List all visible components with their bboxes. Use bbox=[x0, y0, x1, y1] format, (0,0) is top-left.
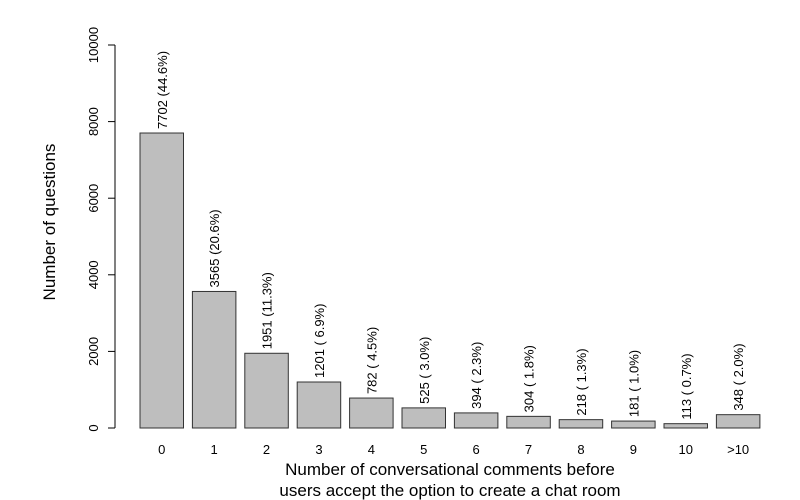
data-label: 348 ( 2.0%) bbox=[731, 343, 746, 410]
bar bbox=[296, 381, 342, 429]
data-label: 782 ( 4.5%) bbox=[364, 327, 379, 394]
data-label: 113 ( 0.7%) bbox=[679, 353, 694, 419]
x-tick-label: 1 bbox=[211, 442, 218, 457]
data-label: 1951 (11.3%) bbox=[260, 272, 275, 349]
data-label: 7702 (44.6%) bbox=[155, 51, 170, 129]
x-tick-label: 9 bbox=[630, 442, 637, 457]
x-tick-label: 8 bbox=[577, 442, 584, 457]
y-tick-label: 2000 bbox=[86, 337, 101, 366]
bar bbox=[139, 132, 184, 429]
data-label: 181 ( 1.0%) bbox=[626, 350, 641, 417]
y-tick-label: 8000 bbox=[86, 107, 101, 136]
x-axis-title-line-1: Number of conversational comments before bbox=[285, 460, 615, 479]
bar bbox=[715, 414, 761, 429]
x-tick-label: 7 bbox=[525, 442, 532, 457]
bar bbox=[349, 397, 394, 429]
x-tick-label: 0 bbox=[158, 442, 165, 457]
x-axis-title-line-2: users accept the option to create a chat… bbox=[279, 481, 620, 500]
bar bbox=[401, 407, 446, 429]
data-label: 1201 ( 6.9%) bbox=[312, 304, 327, 378]
x-tick-labels: 0 1 2 3 4 5 6 7 8 9 10 >10 bbox=[158, 442, 749, 457]
data-label: 3565 (20.6%) bbox=[207, 209, 222, 287]
bar bbox=[506, 415, 551, 429]
y-tick-label: 6000 bbox=[86, 184, 101, 213]
bar bbox=[453, 412, 499, 429]
y-tick-label: 4000 bbox=[86, 260, 101, 289]
y-axis: 0 2000 4000 6000 8000 10000 bbox=[86, 27, 116, 432]
bar bbox=[611, 420, 656, 429]
bar bbox=[244, 352, 289, 429]
bar bbox=[663, 423, 708, 429]
y-tick-label: 10000 bbox=[86, 27, 101, 63]
x-tick-label: >10 bbox=[727, 442, 749, 457]
x-tick-label: 5 bbox=[420, 442, 427, 457]
x-tick-label: 6 bbox=[473, 442, 480, 457]
bar bbox=[558, 419, 604, 429]
data-label: 394 ( 2.3%) bbox=[469, 342, 484, 409]
y-tick-label: 0 bbox=[86, 424, 101, 431]
data-labels: 7702 (44.6%) 3565 (20.6%) 1951 (11.3%) 1201… bbox=[155, 51, 746, 420]
data-label: 525 ( 3.0%) bbox=[417, 337, 432, 404]
data-label: 218 ( 1.3%) bbox=[574, 348, 589, 415]
bars-group bbox=[139, 132, 761, 429]
x-tick-label: 4 bbox=[368, 442, 375, 457]
bar bbox=[191, 290, 237, 429]
x-tick-label: 3 bbox=[315, 442, 322, 457]
data-label: 304 ( 1.8%) bbox=[522, 345, 537, 412]
x-tick-label: 2 bbox=[263, 442, 270, 457]
y-axis-title: Number of questions bbox=[40, 144, 59, 301]
x-tick-label: 10 bbox=[679, 442, 693, 457]
